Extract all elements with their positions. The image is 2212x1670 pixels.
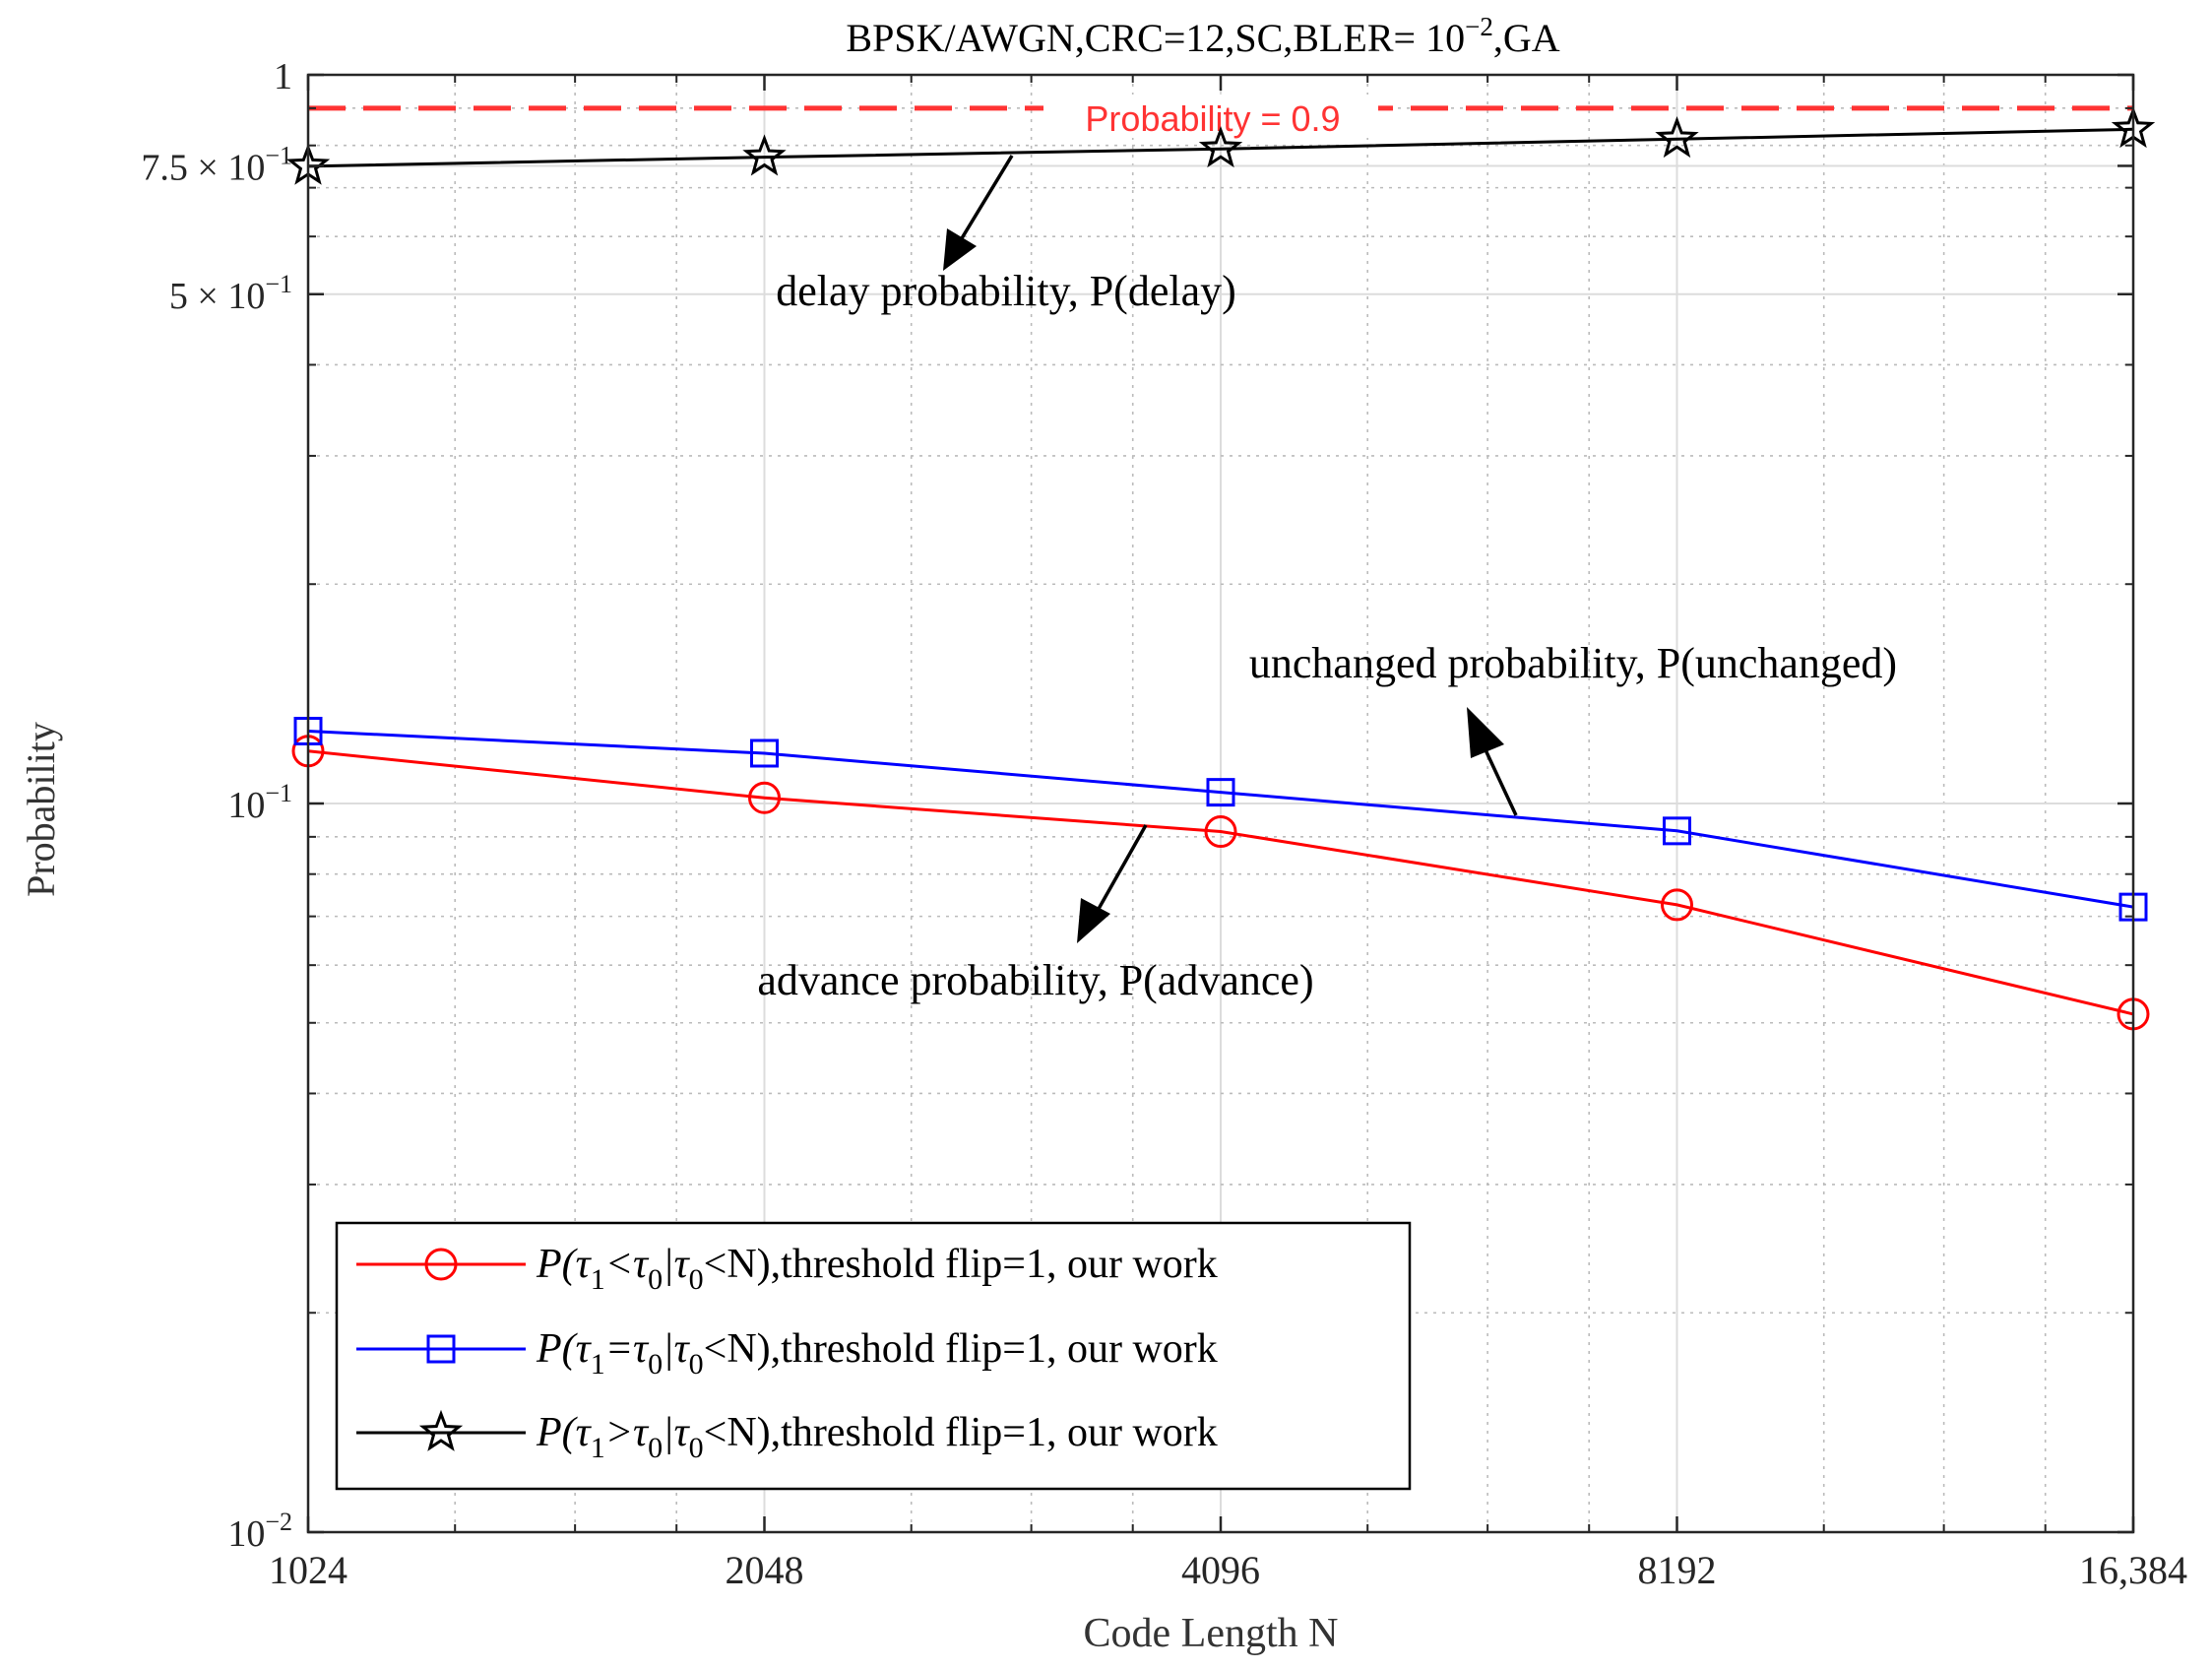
unchanged-arrowhead bbox=[1467, 707, 1504, 758]
data-point-unchanged bbox=[1663, 816, 1691, 846]
legend-marker-delay bbox=[418, 1409, 464, 1451]
series-layer bbox=[285, 106, 2156, 1031]
series-line-delay bbox=[307, 127, 2134, 168]
reference-label: Probability = 0.9 bbox=[1085, 98, 1340, 139]
data-point-unchanged bbox=[750, 739, 779, 768]
legend-marker-unchanged bbox=[426, 1334, 456, 1364]
advance-arrowhead bbox=[1077, 898, 1110, 943]
data-point-delay bbox=[1198, 126, 1243, 168]
data-point-delay bbox=[742, 134, 787, 176]
legend-label-unchanged: P(τ1=τ0|τ0<N),threshold flip=1, our work bbox=[536, 1326, 1218, 1381]
data-point-unchanged bbox=[1206, 778, 1235, 807]
chart-title: BPSK/AWGN,CRC=12,SC,BLER= 10−2,GA bbox=[846, 12, 1559, 60]
data-point-delay bbox=[1655, 116, 1699, 159]
x-tick-label: 8192 bbox=[1638, 1548, 1717, 1592]
advance-arrow bbox=[1093, 824, 1148, 917]
series-line-unchanged bbox=[307, 730, 2134, 909]
y-tick-label: 5 × 10−1 bbox=[169, 270, 292, 317]
data-point-advance bbox=[1661, 888, 1693, 922]
legend-box bbox=[335, 1221, 1412, 1491]
y-axis-label: Probability bbox=[19, 722, 63, 897]
legend-label-delay: P(τ1>τ0|τ0<N),threshold flip=1, our work bbox=[536, 1410, 1218, 1464]
legend-marker-advance bbox=[424, 1248, 458, 1281]
delay-arrowhead bbox=[943, 228, 977, 271]
annotation-unchanged: unchanged probability, P(unchanged) bbox=[1249, 639, 1897, 687]
y-tick-label: 10−2 bbox=[227, 1508, 292, 1555]
x-tick-label: 1024 bbox=[269, 1548, 348, 1592]
x-tick-label: 4096 bbox=[1181, 1548, 1260, 1592]
series-line-advance bbox=[307, 749, 2134, 1016]
x-axis-label: Code Length N bbox=[1084, 1611, 1339, 1656]
legend: P(τ1<τ0|τ0<N),threshold flip=1, our work… bbox=[335, 1221, 1412, 1491]
axes bbox=[306, 73, 2135, 1534]
x-tick-label: 2048 bbox=[726, 1548, 804, 1592]
tick-labels: 1024 2048 4096 8192 16,384 10−2 10−1 5 × 10−1 7.… bbox=[141, 56, 2187, 1592]
legend-label-advance: P(τ1<τ0|τ0<N),threshold flip=1, our work bbox=[536, 1242, 1218, 1296]
reference-label-background bbox=[1043, 95, 1378, 138]
data-point-advance bbox=[1204, 815, 1237, 849]
data-point-advance bbox=[748, 781, 781, 814]
annotation-advance: advance probability, P(advance) bbox=[757, 956, 1313, 1004]
y-tick-label: 7.5 × 10−1 bbox=[141, 141, 292, 188]
x-tick-label: 16,384 bbox=[2079, 1548, 2187, 1592]
y-tick-label: 1 bbox=[274, 56, 292, 97]
y-tick-label: 10−1 bbox=[227, 779, 292, 826]
annotation-delay: delay probability, P(delay) bbox=[776, 267, 1236, 315]
